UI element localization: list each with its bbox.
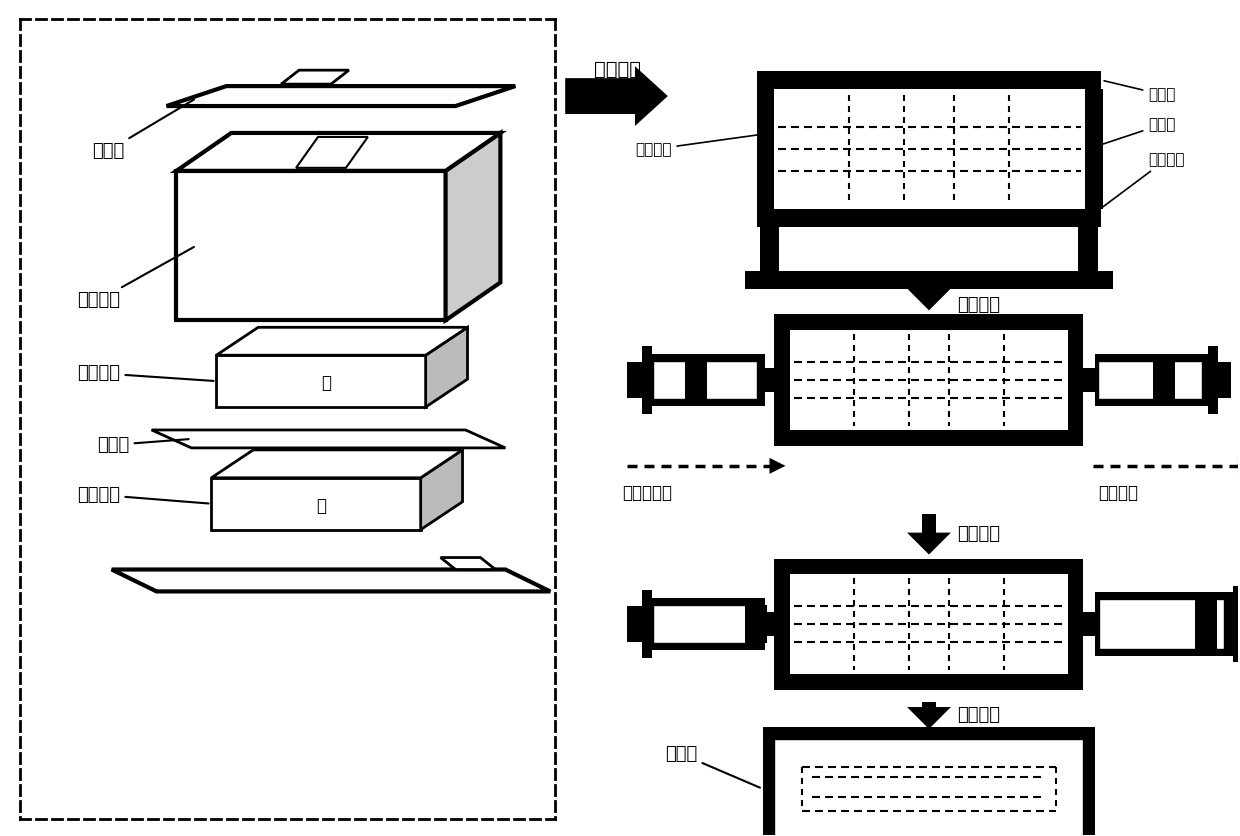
Bar	[923, 702, 936, 707]
Bar	[923, 513, 936, 533]
Polygon shape	[565, 66, 668, 126]
Bar	[756, 89, 775, 209]
Bar	[1099, 361, 1202, 399]
Bar	[756, 71, 1101, 89]
Bar	[763, 727, 1095, 836]
Bar	[1084, 612, 1095, 636]
Bar	[627, 606, 642, 642]
Text: 弹性电枥: 弹性电枥	[77, 486, 208, 504]
Polygon shape	[440, 558, 496, 569]
Text: 集液体: 集液体	[92, 99, 193, 160]
Text: 抜出空气: 抜出空气	[1099, 484, 1138, 502]
Bar	[1208, 346, 1218, 414]
Polygon shape	[281, 70, 348, 84]
Bar	[642, 590, 652, 658]
Bar	[1085, 89, 1104, 209]
Bar	[775, 430, 1084, 446]
Polygon shape	[296, 137, 368, 168]
Bar	[1153, 361, 1176, 399]
Polygon shape	[425, 328, 467, 407]
Bar	[760, 227, 780, 272]
Text: 弹性法兰: 弹性法兰	[77, 247, 193, 309]
Text: 注射电解液: 注射电解液	[622, 484, 672, 502]
Polygon shape	[906, 533, 951, 554]
Polygon shape	[211, 450, 463, 478]
Bar	[1068, 574, 1084, 674]
Text: 隔膜纸: 隔膜纸	[97, 436, 188, 454]
Bar	[642, 346, 652, 414]
Bar	[775, 674, 1084, 690]
Text: 集液体: 集液体	[1104, 81, 1176, 102]
Bar	[756, 209, 1101, 227]
Bar	[684, 361, 707, 399]
Bar	[650, 599, 765, 650]
Bar	[1095, 593, 1235, 656]
Text: 负: 负	[316, 497, 326, 515]
Text: 弹性电枥: 弹性电枥	[77, 364, 213, 382]
Polygon shape	[166, 86, 516, 106]
Text: 密封条: 密封条	[665, 745, 760, 788]
Bar	[775, 330, 790, 430]
Bar	[627, 362, 642, 398]
Text: 隔膜纸: 隔膜纸	[1091, 117, 1176, 148]
Bar	[763, 368, 775, 392]
Polygon shape	[216, 328, 467, 355]
Text: 弹性法兰: 弹性法兰	[1091, 152, 1184, 216]
Polygon shape	[112, 569, 551, 591]
Polygon shape	[770, 458, 785, 474]
Bar	[650, 354, 765, 406]
Bar	[775, 574, 790, 674]
Bar	[1233, 586, 1240, 662]
Polygon shape	[420, 450, 463, 530]
Bar	[653, 605, 756, 643]
Bar	[1079, 227, 1099, 272]
Text: 层间密封: 层间密封	[594, 59, 641, 79]
Text: 环状密封: 环状密封	[957, 706, 999, 724]
Bar	[653, 361, 756, 399]
Text: 注液完成: 注液完成	[957, 525, 999, 543]
Bar	[775, 739, 1084, 836]
Bar	[1084, 368, 1095, 392]
Polygon shape	[1238, 458, 1240, 474]
Polygon shape	[445, 133, 501, 320]
Bar	[744, 272, 1114, 289]
Bar	[763, 612, 775, 636]
Polygon shape	[211, 478, 420, 530]
Bar	[1068, 330, 1084, 430]
Polygon shape	[176, 171, 445, 320]
Bar	[744, 605, 766, 643]
Bar	[1095, 354, 1210, 406]
Polygon shape	[176, 133, 501, 171]
Polygon shape	[906, 288, 951, 310]
Bar	[923, 288, 936, 302]
Polygon shape	[906, 707, 951, 729]
Bar	[775, 314, 1084, 330]
Polygon shape	[216, 355, 425, 407]
Bar	[1215, 362, 1231, 398]
Text: 正: 正	[321, 375, 331, 392]
Bar	[1195, 599, 1216, 650]
Polygon shape	[151, 430, 506, 448]
Bar	[1100, 599, 1224, 650]
Text: 针孔注液: 针孔注液	[957, 297, 999, 314]
Text: 弹性电枥: 弹性电枥	[635, 135, 761, 157]
Bar	[775, 558, 1084, 574]
